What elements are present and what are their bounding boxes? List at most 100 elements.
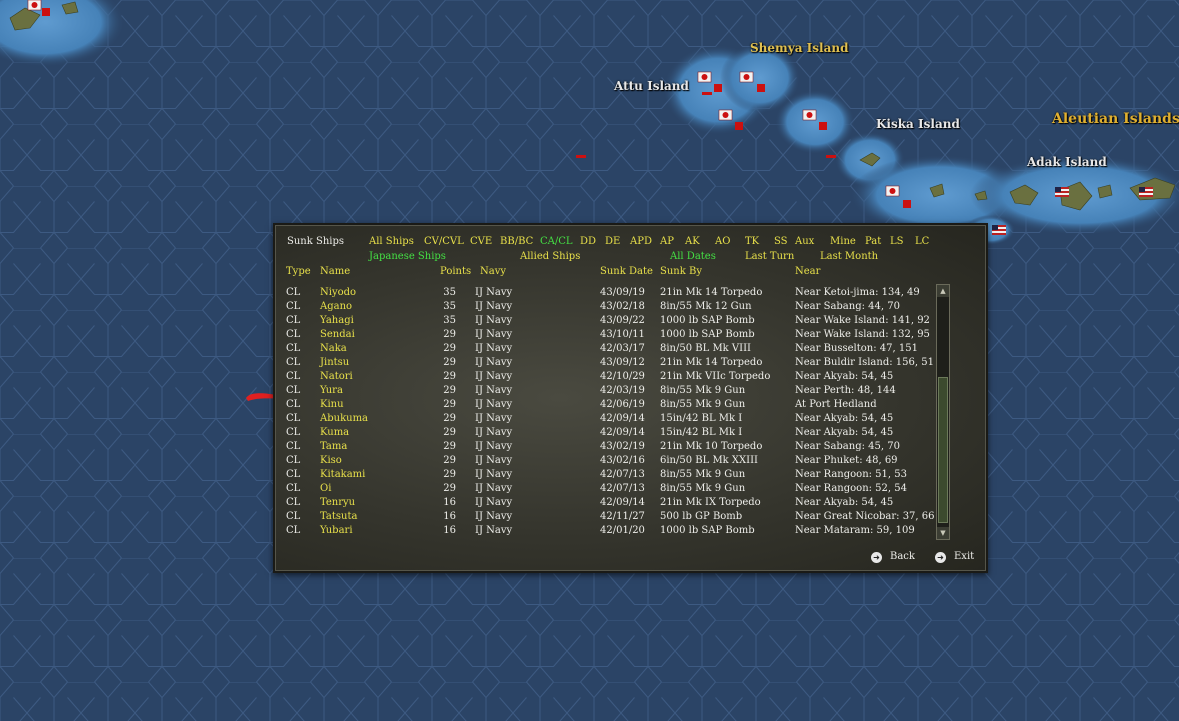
table-row[interactable]: CL Jintsu 29 IJ Navy 43/09/12 21in Mk 14 Torp… [275,357,935,371]
cell-name: Tatsuta [320,511,358,522]
cell-navy: IJ Navy [475,455,513,466]
cell-sunk-date: 42/01/20 [600,525,645,536]
label-aleutian-islands: Aleutian Islands [1052,111,1179,127]
filter-dd[interactable]: DD [580,236,597,247]
sunk-ships-list: CL Niyodo 35 IJ Navy 43/09/19 21in Mk 14 Torp… [275,287,935,539]
filter-cve[interactable]: CVE [470,236,493,247]
cell-sunk-by: 8in/55 Mk 9 Gun [660,483,746,494]
table-row[interactable]: CL Yahagi 35 IJ Navy 43/09/22 1000 lb SAP Bom… [275,315,935,329]
filter-apd[interactable]: APD [630,236,652,247]
table-row[interactable]: CL Oi 29 IJ Navy 42/07/13 8in/55 Mk 9 Gun Near… [275,483,935,497]
cell-navy: IJ Navy [475,469,513,480]
scrollbar-thumb[interactable] [938,377,948,523]
table-row[interactable]: CL Kuma 29 IJ Navy 42/09/14 15in/42 BL Mk I Ne… [275,427,935,441]
cell-type: CL [286,497,301,508]
cell-type: CL [286,301,301,312]
cell-points: 29 [443,427,456,438]
cell-navy: IJ Navy [475,371,513,382]
cell-points: 16 [443,511,456,522]
cell-near: Near Perth: 48, 144 [795,385,896,396]
cell-near: Near Rangoon: 51, 53 [795,469,907,480]
header-name[interactable]: Name [320,266,351,277]
cell-name: Niyodo [320,287,357,298]
cell-sunk-date: 43/10/11 [600,329,645,340]
filter-ao[interactable]: AO [715,236,731,247]
cell-sunk-date: 42/09/14 [600,427,645,438]
cell-type: CL [286,441,301,452]
filter-ak[interactable]: AK [685,236,700,247]
cell-points: 35 [443,315,456,326]
cell-sunk-by: 8in/50 BL Mk VIII [660,343,751,354]
filter-ss[interactable]: SS [774,236,788,247]
filter-all-ships[interactable]: All Ships [369,236,414,247]
header-sunk-date[interactable]: Sunk Date [600,266,653,277]
cell-name: Sendai [320,329,355,340]
scroll-up-arrow-icon[interactable]: ▲ [937,285,949,297]
filter-cv-cvl[interactable]: CV/CVL [424,236,464,247]
cell-name: Abukuma [320,413,369,424]
cell-type: CL [286,287,301,298]
cell-sunk-date: 43/02/16 [600,455,645,466]
cell-sunk-by: 1000 lb SAP Bomb [660,525,755,536]
table-row[interactable]: CL Tenryu 16 IJ Navy 42/09/14 21in Mk IX Torp… [275,497,935,511]
table-row[interactable]: CL Natori 29 IJ Navy 42/10/29 21in Mk VIIc To… [275,371,935,385]
table-row[interactable]: CL Tama 29 IJ Navy 43/02/19 21in Mk 10 Torped… [275,441,935,455]
filter-ls[interactable]: LS [890,236,904,247]
filter-all-dates[interactable]: All Dates [670,251,716,262]
table-row[interactable]: CL Kinu 29 IJ Navy 42/06/19 8in/55 Mk 9 Gun At… [275,399,935,413]
filter-ap[interactable]: AP [660,236,674,247]
filter-last-month[interactable]: Last Month [820,251,879,262]
filter-japanese-ships[interactable]: Japanese Ships [369,251,446,262]
cell-sunk-by: 6in/50 BL Mk XXIII [660,455,759,466]
filter-ca-cl[interactable]: CA/CL [540,236,573,247]
table-row[interactable]: CL Tatsuta 16 IJ Navy 42/11/27 500 lb GP Bomb… [275,511,935,525]
cell-navy: IJ Navy [475,399,513,410]
table-row[interactable]: CL Agano 35 IJ Navy 43/02/18 8in/55 Mk 12 Gun… [275,301,935,315]
cell-navy: IJ Navy [475,525,513,536]
table-row[interactable]: CL Kiso 29 IJ Navy 43/02/16 6in/50 BL Mk XXII… [275,455,935,469]
us-unit-markers[interactable] [992,187,1153,235]
table-row[interactable]: CL Yubari 16 IJ Navy 42/01/20 1000 lb SAP Bom… [275,525,935,539]
scroll-down-arrow-icon[interactable]: ▼ [937,527,949,539]
filter-lc[interactable]: LC [915,236,930,247]
table-row[interactable]: CL Sendai 29 IJ Navy 43/10/11 1000 lb SAP Bom… [275,329,935,343]
exit-button[interactable]: ➜ Exit [935,551,974,563]
header-sunk-by[interactable]: Sunk By [660,266,702,277]
header-navy[interactable]: Navy [480,266,507,277]
exit-button-label: Exit [954,551,975,562]
cell-sunk-by: 1000 lb SAP Bomb [660,315,755,326]
filter-tk[interactable]: TK [745,236,760,247]
japanese-unit-markers[interactable] [27,0,911,208]
header-points[interactable]: Points [440,266,472,277]
filter-last-turn[interactable]: Last Turn [745,251,795,262]
cell-sunk-date: 43/02/18 [600,301,645,312]
table-row[interactable]: CL Naka 29 IJ Navy 42/03/17 8in/50 BL Mk VIII… [275,343,935,357]
cell-type: CL [286,357,301,368]
back-button[interactable]: ➜ Back [871,551,915,563]
table-row[interactable]: CL Yura 29 IJ Navy 42/03/19 8in/55 Mk 9 Gun Ne… [275,385,935,399]
cell-navy: IJ Navy [475,329,513,340]
cell-sunk-by: 8in/55 Mk 12 Gun [660,301,752,312]
cell-sunk-date: 43/09/19 [600,287,645,298]
cell-navy: IJ Navy [475,301,513,312]
filter-de[interactable]: DE [605,236,621,247]
filter-bb-bc[interactable]: BB/BC [500,236,534,247]
cell-sunk-by: 15in/42 BL Mk I [660,427,743,438]
table-row[interactable]: CL Niyodo 35 IJ Navy 43/09/19 21in Mk 14 Torp… [275,287,935,301]
table-row[interactable]: CL Kitakami 29 IJ Navy 42/07/13 8in/55 Mk 9 G… [275,469,935,483]
cell-points: 29 [443,455,456,466]
table-row[interactable]: CL Abukuma 29 IJ Navy 42/09/14 15in/42 BL Mk … [275,413,935,427]
filter-allied-ships[interactable]: Allied Ships [520,251,581,262]
filter-pat[interactable]: Pat [865,236,882,247]
cell-points: 29 [443,483,456,494]
cell-type: CL [286,413,301,424]
cell-navy: IJ Navy [475,413,513,424]
cell-near: Near Wake Island: 141, 92 [795,315,930,326]
filter-aux[interactable]: Aux [795,236,815,247]
filter-mine[interactable]: Mine [830,236,856,247]
header-type[interactable]: Type [286,266,311,277]
header-near[interactable]: Near [795,266,821,277]
scrollbar[interactable]: ▲ ▼ [936,284,950,540]
cell-near: Near Great Nicobar: 37, 66 [795,511,935,522]
cell-sunk-by: 1000 lb SAP Bomb [660,329,755,340]
